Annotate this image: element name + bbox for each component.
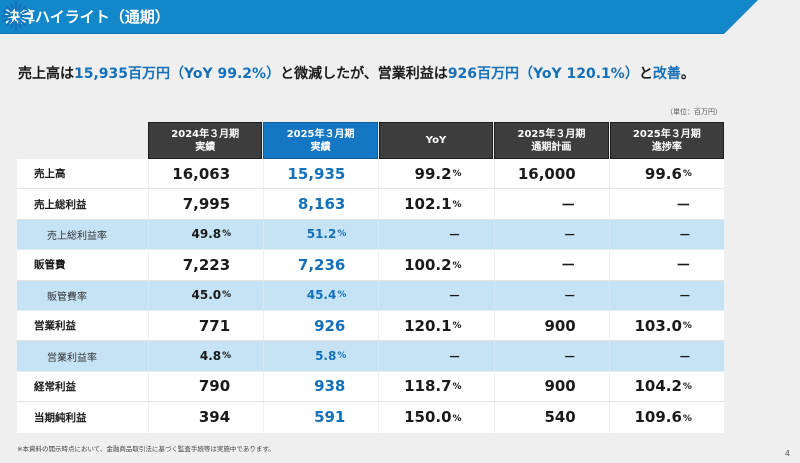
row-label: 売上総利益 (34, 198, 87, 211)
table-row-operating-profit: 営業利益 771 926 120.1% 900 103.0% (17, 310, 724, 342)
row-label: 売上高 (34, 168, 66, 181)
cell-fy2024-actual: 7,223 (148, 250, 263, 280)
cell-plan: － (493, 280, 609, 310)
table-row-net-sales: 売上高 16,063 15,935 99.2% 16,000 99.6% (17, 159, 724, 190)
page-title: 決算ハイライト（通期） (5, 8, 170, 26)
row-label: 販管費率 (47, 291, 87, 303)
cell-yoy: 99.2% (378, 159, 493, 189)
cell-fy2025-actual: 8,163 (263, 189, 378, 219)
column-header-line2: 通期計画 (531, 141, 572, 153)
cell-plan: 900 (493, 310, 609, 341)
unit-note: （単位：百万円） (666, 108, 722, 116)
cell-yoy: 150.0% (378, 402, 493, 433)
cell-plan: － (493, 341, 609, 371)
cell-progress: － (608, 280, 724, 310)
column-header-yoy: YoY (378, 122, 494, 159)
cell-plan: 540 (493, 402, 609, 433)
table-row-net-income: 当期純利益 394 591 150.0% 540 109.6% (17, 402, 724, 433)
headline-part: 。 (680, 66, 695, 82)
cell-yoy: － (378, 280, 493, 310)
page-number: 4 (784, 449, 790, 458)
headline-highlight-improved: 改善 (652, 66, 681, 82)
table-row-gross-margin: 売上総利益率 49.8% 51.2% － － － (17, 219, 724, 251)
cell-yoy: 100.2% (378, 250, 493, 280)
headline-summary: 売上高は15,935百万円（YoY 99.2%）と微減したが、営業利益は926百… (18, 63, 695, 83)
table-header-row: 2024年３月期 実績 2025年３月期 実績 YoY 2025年３月期 通期計… (148, 122, 725, 159)
column-header-fy2025-progress: 2025年３月期 進捗率 (609, 122, 725, 159)
cell-fy2024-actual: 7,995 (148, 189, 263, 219)
title-bar: 決算ハイライト（通期） (0, 0, 800, 34)
headline-part: 売上高は (18, 66, 74, 82)
row-label: 経常利益 (34, 380, 76, 393)
headline-part: と (638, 66, 653, 82)
column-header-line1: 2024年３月期 (171, 128, 240, 140)
cell-fy2024-actual: 16,063 (148, 159, 263, 189)
column-header-fy2025-plan: 2025年３月期 通期計画 (494, 122, 609, 159)
cell-yoy: 118.7% (378, 371, 493, 402)
cell-progress: 103.0% (608, 310, 724, 341)
table-body: 売上高 16,063 15,935 99.2% 16,000 99.6% 売上総… (17, 159, 724, 433)
cell-plan: 16,000 (493, 159, 609, 189)
column-header-line1: 2025年３月期 (517, 128, 586, 140)
cell-fy2025-actual: 7,236 (263, 250, 378, 280)
cell-progress: － (608, 341, 724, 371)
cell-progress: 104.2% (608, 371, 724, 402)
cell-progress: － (608, 219, 724, 250)
table-row-sga-expenses: 販管費 7,223 7,236 100.2% － － (17, 250, 724, 281)
audit-footnote: ※本資料の開示時点において、金融商品取引法に基づく監査手続等は実施中であります。 (17, 445, 275, 453)
cell-fy2025-actual: 938 (263, 371, 378, 402)
headline-part: と微減したが、営業利益は (280, 66, 448, 82)
company-logo-starburst-icon (1, 1, 31, 31)
cell-progress: － (608, 189, 724, 219)
cell-yoy: － (378, 219, 493, 250)
cell-fy2025-actual: 45.4% (263, 280, 378, 310)
column-header-line1: 2025年３月期 (632, 128, 701, 140)
cell-yoy: 120.1% (378, 310, 493, 341)
title-banner-shape (0, 0, 758, 34)
row-label: 当期純利益 (34, 411, 87, 424)
cell-progress: 99.6% (608, 159, 724, 189)
row-label: 売上総利益率 (47, 230, 107, 242)
cell-fy2024-actual: 49.8% (148, 219, 263, 250)
column-header-line2: 実績 (310, 141, 331, 153)
column-header-line1: 2025年３月期 (286, 128, 355, 140)
cell-fy2024-actual: 771 (148, 310, 263, 341)
table-row-gross-profit: 売上総利益 7,995 8,163 102.1% － － (17, 189, 724, 220)
cell-plan: － (493, 189, 609, 219)
cell-fy2024-actual: 790 (148, 371, 263, 402)
table-row-operating-margin: 営業利益率 4.8% 5.8% － － － (17, 341, 724, 372)
cell-fy2025-actual: 5.8% (263, 341, 378, 371)
headline-highlight-sales: 15,935百万円（YoY 99.2%） (74, 66, 281, 82)
cell-plan: 900 (493, 371, 609, 402)
table-row-ordinary-profit: 経常利益 790 938 118.7% 900 104.2% (17, 371, 724, 403)
cell-fy2024-actual: 394 (148, 402, 263, 433)
cell-plan: － (493, 219, 609, 250)
cell-yoy: 102.1% (378, 189, 493, 219)
cell-progress: － (608, 250, 724, 280)
column-header-fy2025-actual: 2025年３月期 実績 (263, 122, 378, 159)
column-header-line2: 実績 (195, 141, 216, 153)
row-label: 営業利益 (34, 320, 76, 333)
row-label: 販管費 (34, 259, 66, 272)
cell-fy2024-actual: 45.0% (148, 280, 263, 310)
cell-progress: 109.6% (608, 402, 724, 433)
headline-highlight-operating-profit: 926百万円（YoY 120.1%） (447, 66, 639, 82)
cell-fy2025-actual: 51.2% (263, 219, 378, 250)
cell-plan: － (493, 250, 609, 280)
column-header-line1: YoY (425, 135, 447, 146)
cell-yoy: － (378, 341, 493, 371)
financial-highlights-table: 2024年３月期 実績 2025年３月期 実績 YoY 2025年３月期 通期計… (17, 122, 725, 433)
cell-fy2024-actual: 4.8% (148, 341, 263, 371)
cell-fy2025-actual: 926 (263, 310, 378, 341)
column-header-fy2024-actual: 2024年３月期 実績 (148, 122, 263, 159)
table-row-sga-ratio: 販管費率 45.0% 45.4% － － － (17, 280, 724, 311)
row-label: 営業利益率 (47, 352, 97, 364)
cell-fy2025-actual: 591 (263, 402, 378, 433)
cell-fy2025-actual: 15,935 (263, 159, 378, 189)
column-header-line2: 進捗率 (651, 141, 682, 153)
